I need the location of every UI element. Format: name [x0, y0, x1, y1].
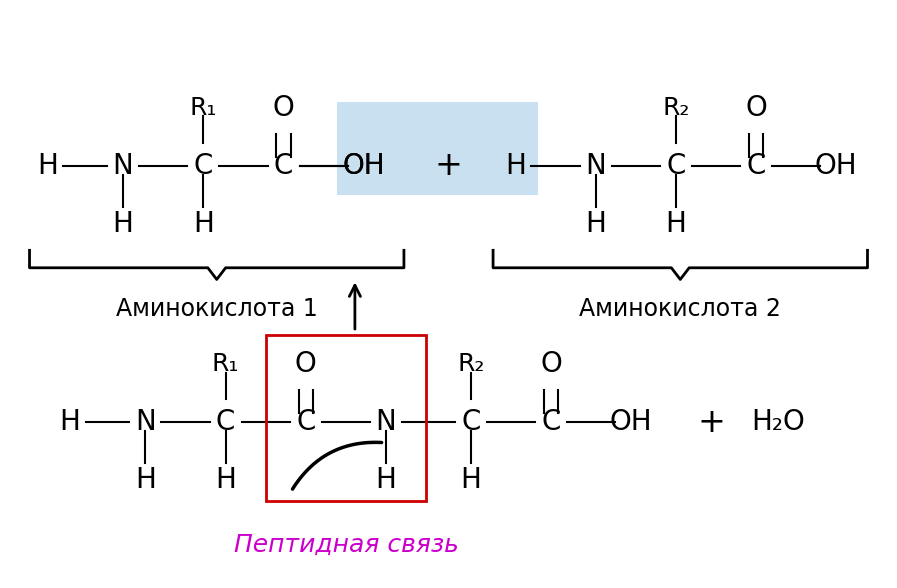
Text: H: H: [376, 466, 396, 495]
Text: OH: OH: [343, 152, 385, 180]
Bar: [266, 335, 426, 501]
Text: C: C: [461, 408, 481, 436]
Text: H: H: [666, 210, 686, 238]
Text: H: H: [37, 152, 57, 180]
Text: N: N: [376, 408, 396, 436]
Text: C: C: [666, 152, 685, 180]
Text: Пептидная связь: Пептидная связь: [233, 533, 458, 556]
Text: H: H: [113, 210, 134, 238]
Text: OH: OH: [815, 152, 858, 180]
Text: N: N: [135, 408, 156, 436]
Text: N: N: [585, 152, 606, 180]
Text: O: O: [295, 350, 317, 378]
Text: H: H: [505, 152, 526, 180]
Text: H: H: [59, 408, 80, 436]
Text: O: O: [540, 350, 562, 378]
Text: O: O: [273, 93, 294, 122]
Text: +: +: [698, 406, 726, 439]
Text: H₂O: H₂O: [752, 408, 806, 436]
Text: C: C: [746, 152, 766, 180]
Text: H: H: [585, 210, 606, 238]
Text: C: C: [216, 408, 235, 436]
Text: H: H: [135, 466, 156, 495]
Text: H: H: [193, 210, 213, 238]
Text: C: C: [274, 152, 293, 180]
Text: R₁: R₁: [212, 352, 239, 376]
Text: O: O: [745, 93, 767, 122]
Text: Аминокислота 1: Аминокислота 1: [116, 296, 318, 320]
Text: C: C: [541, 408, 561, 436]
Text: Аминокислота 2: Аминокислота 2: [579, 296, 781, 320]
Text: H: H: [215, 466, 236, 495]
Text: N: N: [113, 152, 134, 180]
Text: R₂: R₂: [662, 96, 690, 119]
Text: C: C: [194, 152, 213, 180]
Text: OH: OH: [343, 152, 385, 180]
Text: +: +: [434, 149, 463, 182]
Text: C: C: [296, 408, 316, 436]
Text: H: H: [460, 466, 481, 495]
Text: R₂: R₂: [457, 352, 484, 376]
Text: OH: OH: [610, 408, 652, 436]
FancyBboxPatch shape: [337, 102, 537, 195]
Text: R₁: R₁: [189, 96, 217, 119]
